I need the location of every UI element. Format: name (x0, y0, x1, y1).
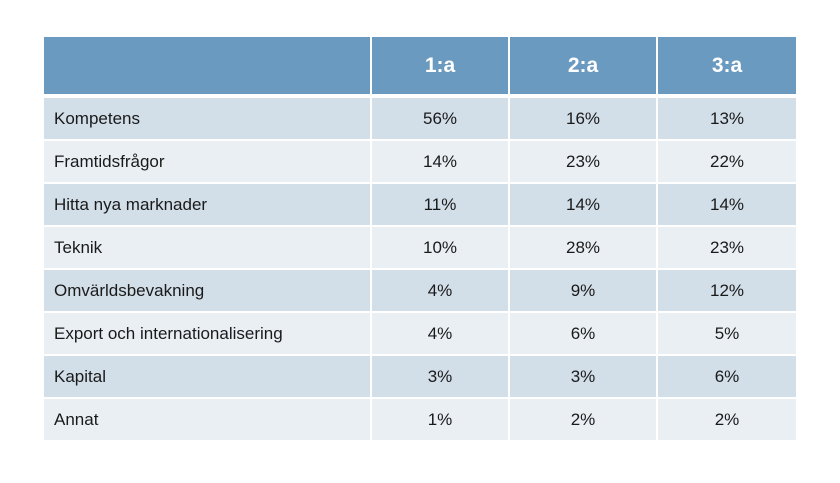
value-cell: 13% (657, 96, 796, 141)
value-cell: 10% (371, 226, 510, 270)
value-cell: 3% (509, 355, 658, 399)
row-label: Kapital (44, 355, 372, 399)
table-row: Export och internationalisering 4% 6% 5% (44, 312, 796, 356)
table-row: Annat 1% 2% 2% (44, 398, 796, 442)
table-header: 1:a 2:a 3:a (44, 37, 796, 96)
table-row: Omvärldsbevakning 4% 9% 12% (44, 269, 796, 313)
value-cell: 23% (657, 226, 796, 270)
table-row: Kapital 3% 3% 6% (44, 355, 796, 399)
table-row: Teknik 10% 28% 23% (44, 226, 796, 270)
row-label: Export och internationalisering (44, 312, 372, 356)
value-cell: 14% (657, 183, 796, 227)
value-cell: 6% (509, 312, 658, 356)
row-label: Framtidsfrågor (44, 140, 372, 184)
value-cell: 16% (509, 96, 658, 141)
table-body: Kompetens 56% 16% 13% Framtidsfrågor 14%… (44, 96, 796, 442)
value-cell: 4% (371, 312, 510, 356)
value-cell: 6% (657, 355, 796, 399)
value-cell: 1% (371, 398, 510, 442)
value-cell: 56% (371, 96, 510, 141)
value-cell: 9% (509, 269, 658, 313)
table-row: Framtidsfrågor 14% 23% 22% (44, 140, 796, 184)
header-cell-rank-2: 2:a (509, 37, 658, 96)
value-cell: 23% (509, 140, 658, 184)
value-cell: 2% (657, 398, 796, 442)
value-cell: 4% (371, 269, 510, 313)
ranking-table: 1:a 2:a 3:a Kompetens 56% 16% 13% Framti… (44, 37, 796, 442)
table-row: Kompetens 56% 16% 13% (44, 96, 796, 141)
header-cell-rank-1: 1:a (371, 37, 510, 96)
row-label: Teknik (44, 226, 372, 270)
table-row: Hitta nya marknader 11% 14% 14% (44, 183, 796, 227)
value-cell: 22% (657, 140, 796, 184)
row-label: Annat (44, 398, 372, 442)
row-label: Kompetens (44, 96, 372, 141)
value-cell: 12% (657, 269, 796, 313)
value-cell: 2% (509, 398, 658, 442)
value-cell: 28% (509, 226, 658, 270)
row-label: Omvärldsbevakning (44, 269, 372, 313)
row-label: Hitta nya marknader (44, 183, 372, 227)
header-cell-label (44, 37, 372, 96)
header-row: 1:a 2:a 3:a (44, 37, 796, 96)
value-cell: 14% (371, 140, 510, 184)
value-cell: 5% (657, 312, 796, 356)
value-cell: 14% (509, 183, 658, 227)
value-cell: 3% (371, 355, 510, 399)
header-cell-rank-3: 3:a (657, 37, 796, 96)
value-cell: 11% (371, 183, 510, 227)
